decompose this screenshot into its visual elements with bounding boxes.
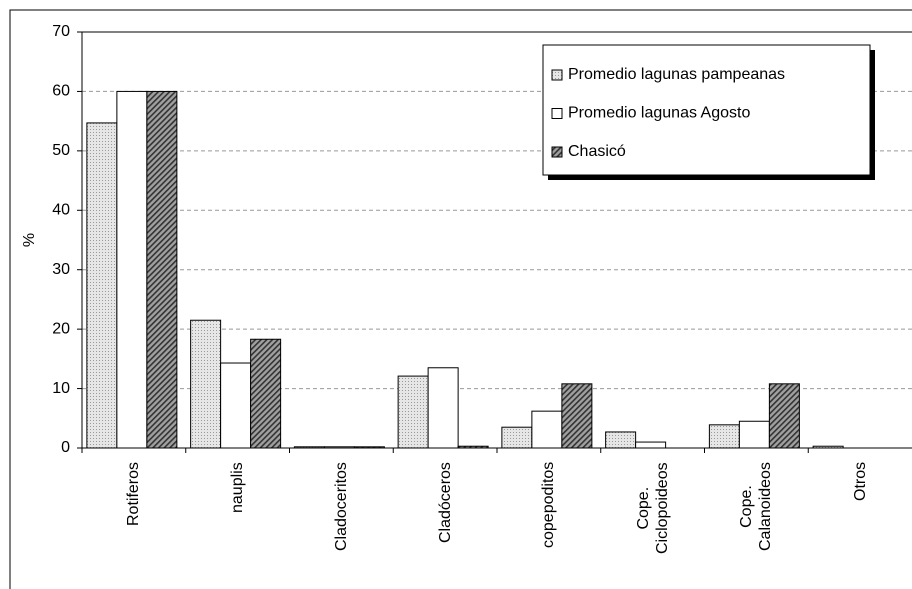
- bar: [190, 319, 222, 449]
- x-tick-label: Rotiferos: [125, 461, 143, 526]
- y-tick-label: 10: [52, 380, 70, 397]
- bar: [501, 426, 533, 449]
- bar: [561, 383, 593, 449]
- legend-swatch: [551, 69, 563, 81]
- bar: [635, 441, 667, 449]
- legend-swatch: [551, 146, 563, 158]
- x-tick-label: Cope. Ciclopoideos: [634, 462, 671, 554]
- y-tick-label: 50: [52, 142, 70, 159]
- legend-label: Promedio lagunas pampeanas: [568, 66, 785, 83]
- y-tick-label: 60: [52, 83, 70, 100]
- bar: [397, 375, 429, 449]
- legend-label: Chasicó: [568, 143, 626, 160]
- x-tick-label: Cladoceritos: [332, 462, 350, 551]
- bar: [738, 420, 770, 449]
- y-tick-label: 20: [52, 320, 70, 337]
- x-tick-label: Otros: [851, 461, 869, 501]
- legend-label: Promedio lagunas Agosto: [568, 105, 750, 122]
- y-axis-label: %: [21, 233, 38, 247]
- bar: [708, 424, 740, 449]
- y-tick-label: 30: [52, 261, 70, 278]
- bar: [116, 90, 148, 449]
- bar: [250, 338, 282, 449]
- y-tick-label: 70: [52, 23, 70, 40]
- bar: [427, 367, 459, 449]
- x-tick-label: Cope. Calanoideos: [738, 462, 775, 551]
- x-tick-label: nauplis: [229, 462, 247, 513]
- y-tick-label: 40: [52, 202, 70, 219]
- bar: [146, 90, 178, 449]
- bar: [605, 431, 637, 449]
- bar: [86, 122, 118, 449]
- bar: [220, 362, 252, 449]
- frame: [9, 9, 912, 589]
- y-tick-label: 0: [61, 439, 70, 456]
- x-tick-label: copepoditos: [540, 461, 558, 548]
- bar: [768, 383, 800, 449]
- x-tick-label: Cladóceros: [436, 462, 454, 543]
- bar: [531, 410, 563, 449]
- legend-swatch: [551, 108, 563, 119]
- legend: [542, 44, 871, 176]
